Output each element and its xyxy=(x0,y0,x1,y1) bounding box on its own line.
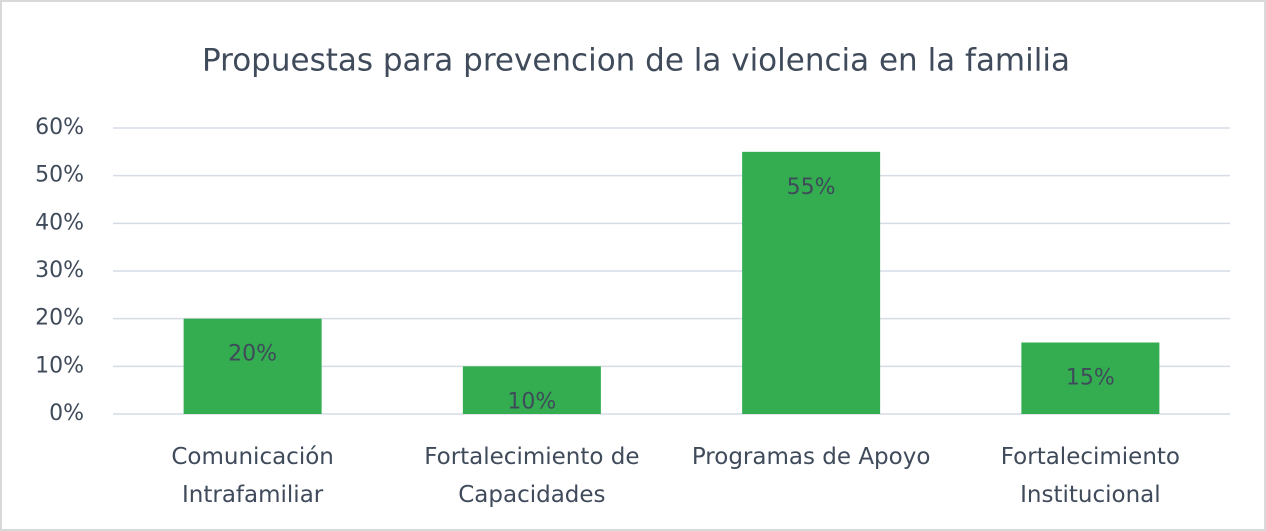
y-tick-label: 30% xyxy=(35,258,84,283)
bar xyxy=(742,151,881,415)
y-tick-label: 20% xyxy=(35,306,84,331)
bar xyxy=(183,318,322,414)
data-label: 10% xyxy=(507,389,556,414)
data-label: 55% xyxy=(787,175,836,200)
bar xyxy=(462,366,601,414)
chart-title: Propuestas para prevencion de la violenc… xyxy=(202,43,1070,79)
data-label: 20% xyxy=(228,342,277,367)
x-tick-label: Fortalecimiento Institucional xyxy=(1000,444,1180,508)
y-tick-label: 60% xyxy=(35,115,84,140)
y-tick-label: 50% xyxy=(35,163,84,188)
x-tick-label: Fortalecimiento de Capacidades xyxy=(424,444,640,508)
data-label: 15% xyxy=(1066,366,1115,391)
x-tick-label: Comunicación Intrafamiliar xyxy=(171,444,334,508)
y-tick-label: 40% xyxy=(35,210,84,235)
x-tick-label: Programas de Apoyo xyxy=(691,444,931,470)
y-tick-label: 0% xyxy=(49,401,84,426)
y-tick-label: 10% xyxy=(35,353,84,378)
bar xyxy=(1021,342,1160,414)
